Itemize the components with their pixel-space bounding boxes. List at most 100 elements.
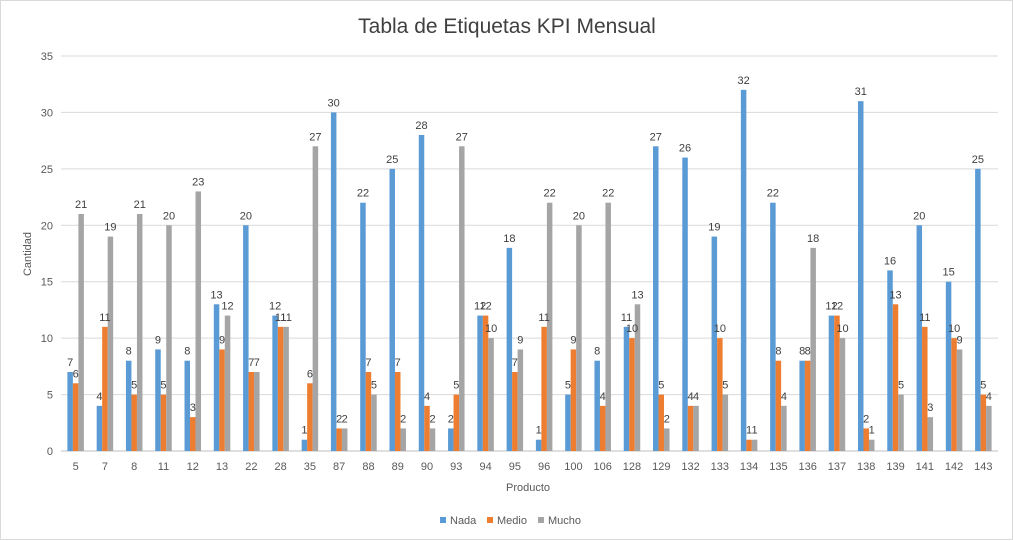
data-label: 4 <box>693 391 699 403</box>
data-label: 23 <box>192 176 204 188</box>
bar-nada <box>535 439 542 451</box>
data-label: 8 <box>126 346 132 358</box>
gridlines <box>61 55 998 452</box>
chart-title: Tabla de Etiquetas KPI Mensual <box>358 15 656 38</box>
bar-mucho <box>459 146 465 452</box>
data-label: 1 <box>536 425 542 437</box>
x-tick-label: 136 <box>798 461 816 473</box>
y-tick-label: 35 <box>41 51 53 63</box>
x-tick-label: 88 <box>362 461 374 473</box>
x-tick-label: 7 <box>102 461 108 473</box>
data-label: 4 <box>600 391 606 403</box>
bar-mucho <box>136 214 143 451</box>
data-label: 11 <box>275 312 286 324</box>
x-tick-label: 134 <box>740 461 758 473</box>
data-label: 10 <box>485 323 497 335</box>
data-label: 9 <box>570 334 576 346</box>
x-tick-label: 143 <box>974 461 992 473</box>
bar-medio <box>980 394 987 451</box>
legend-label: Mucho <box>548 515 581 527</box>
bar-nada <box>770 202 776 451</box>
data-label: 7 <box>67 357 73 369</box>
bar-medio <box>72 383 79 451</box>
bar-nada <box>975 168 981 451</box>
data-label: 2 <box>400 413 406 425</box>
data-label: 27 <box>456 131 468 143</box>
bar-medio <box>629 338 635 451</box>
bar-medio <box>834 315 840 451</box>
data-label: 8 <box>799 346 805 358</box>
bar-mucho <box>254 372 260 451</box>
bar-mucho <box>78 214 84 451</box>
x-tick-label: 142 <box>945 461 963 473</box>
data-label: 2 <box>429 413 435 425</box>
data-label: 13 <box>210 289 222 301</box>
data-label: 28 <box>415 120 427 132</box>
y-tick-label: 15 <box>41 277 53 289</box>
data-label: 1 <box>869 425 875 437</box>
data-label: 4 <box>424 391 430 403</box>
x-tick-label: 89 <box>392 461 404 473</box>
data-label: 12 <box>831 301 843 313</box>
bar-medio <box>102 326 108 451</box>
bar-nada <box>857 101 864 452</box>
bar-nada <box>945 281 952 451</box>
bar-medio <box>658 394 665 451</box>
data-label: 13 <box>631 289 643 301</box>
bar-nada <box>653 146 659 452</box>
data-label: 12 <box>479 301 491 313</box>
bar-mucho <box>664 428 670 451</box>
y-tick-label: 10 <box>41 333 53 345</box>
bar-mucho <box>546 202 553 451</box>
bar-medio <box>424 405 430 451</box>
bar-mucho <box>312 146 319 452</box>
data-label: 31 <box>855 86 867 98</box>
bar-medio <box>307 383 313 451</box>
bar-nada <box>448 428 454 451</box>
data-label: 12 <box>269 301 281 313</box>
data-label: 4 <box>986 391 992 403</box>
data-label: 25 <box>972 154 984 166</box>
data-label: 8 <box>775 346 781 358</box>
bar-nada <box>477 315 483 451</box>
y-tick-label: 20 <box>41 220 53 232</box>
data-label: 5 <box>722 380 728 392</box>
data-label: 22 <box>357 188 369 200</box>
bar-nada <box>682 157 688 452</box>
data-label: 2 <box>448 413 454 425</box>
data-label: 12 <box>474 301 486 313</box>
data-label: 6 <box>307 368 313 380</box>
bar-medio <box>336 428 342 451</box>
data-label: 8 <box>594 346 600 358</box>
bar-mucho <box>839 338 846 451</box>
data-label: 19 <box>104 222 116 234</box>
data-label: 10 <box>714 323 726 335</box>
y-tick-label: 0 <box>47 446 53 458</box>
data-label: 20 <box>240 210 252 222</box>
bar-nada <box>711 236 718 451</box>
bar-mucho <box>341 428 348 451</box>
bar-nada <box>155 349 161 451</box>
data-label: 22 <box>544 188 556 200</box>
x-tick-label: 11 <box>158 461 169 473</box>
data-label: 1 <box>752 425 758 437</box>
data-label: 21 <box>75 199 87 211</box>
data-label: 11 <box>280 312 291 324</box>
legend-swatch-medio <box>487 517 493 523</box>
data-label: 11 <box>621 312 632 324</box>
data-label: 11 <box>919 312 930 324</box>
bar-medio <box>394 372 401 451</box>
x-tick-label: 93 <box>450 461 462 473</box>
x-tick-label: 12 <box>187 461 199 473</box>
x-tick-label: 128 <box>623 461 641 473</box>
bar-nada <box>565 394 571 451</box>
bar-mucho <box>400 428 406 451</box>
data-label: 18 <box>807 233 819 245</box>
data-label: 5 <box>898 380 904 392</box>
x-tick-label: 137 <box>828 461 846 473</box>
data-label: 21 <box>134 199 146 211</box>
bar-mucho <box>810 247 816 451</box>
data-label: 5 <box>371 380 377 392</box>
bars <box>67 89 992 452</box>
